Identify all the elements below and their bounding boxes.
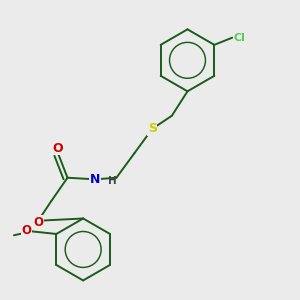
- Text: O: O: [33, 216, 43, 229]
- Text: H: H: [108, 176, 116, 186]
- Text: O: O: [52, 142, 63, 155]
- Text: O: O: [21, 224, 31, 237]
- Text: N: N: [90, 173, 101, 186]
- Text: S: S: [148, 122, 157, 135]
- Text: Cl: Cl: [234, 33, 246, 43]
